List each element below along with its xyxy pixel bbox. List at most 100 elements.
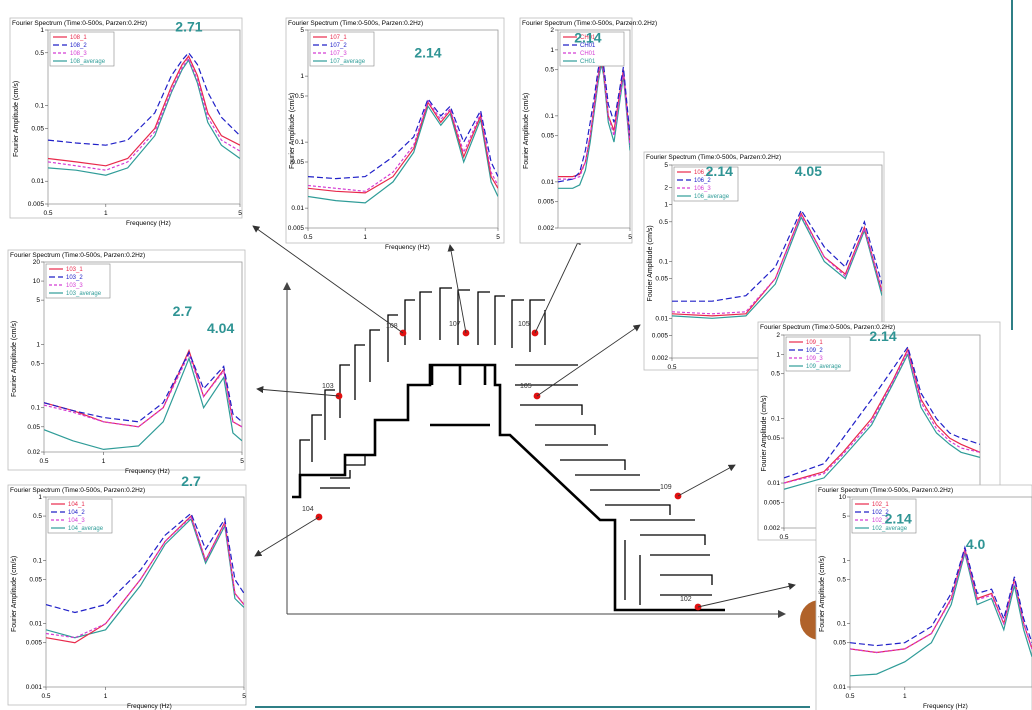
plan-wall-thin [520, 404, 583, 415]
peak-frequency-label: 4.0 [966, 536, 986, 552]
x-tick-label: 0.5 [39, 458, 48, 465]
x-tick-label: 0.5 [43, 210, 52, 217]
y-tick-label: 0.005 [288, 225, 305, 232]
chart-title: Fourier Spectrum (Time:0-500s, Parzen:0.… [522, 20, 657, 27]
y-tick-label: 0.05 [27, 424, 40, 431]
y-tick-label: 10 [839, 494, 847, 501]
spectrum-charts: Fourier Spectrum (Time:0-500s, Parzen:0.… [7, 17, 1032, 710]
plan-wall-thick [292, 363, 725, 612]
spectrum-chart-107: Fourier Spectrum (Time:0-500s, Parzen:0.… [285, 17, 505, 251]
plan-wall-thin [311, 414, 322, 462]
legend-entry: 102_average [872, 526, 908, 532]
y-tick-label: 0.1 [771, 416, 780, 423]
y-tick-label: 0.01 [291, 205, 304, 212]
legend-entry: 108_1 [70, 35, 87, 41]
y-tick-label: 0.1 [659, 259, 668, 266]
peak-frequency-label: 2.14 [574, 29, 601, 45]
legend-entry: 107_2 [330, 43, 347, 49]
sensor-label: 107 [449, 321, 461, 328]
connector-arrow [447, 244, 467, 334]
series-line-104_3 [46, 516, 244, 639]
y-tick-label: 5 [842, 513, 846, 520]
x-tick-label: 5 [238, 210, 242, 217]
plan-wall-thin [560, 459, 626, 470]
y-axis-label: Fourier Amplitude (cm/s) [11, 556, 18, 632]
peak-frequency-label: 2.71 [175, 19, 202, 35]
series-line-103_2 [44, 350, 242, 423]
legend-box [673, 166, 739, 202]
x-tick-label: 1 [104, 210, 108, 217]
series-line-108_1 [48, 55, 240, 167]
y-tick-label: 0.005 [764, 499, 781, 506]
y-tick-label: 0.01 [29, 621, 42, 628]
sensor-label: 103 [322, 383, 334, 390]
x-tick-label: 0.5 [667, 364, 676, 371]
peak-frequency-label: 2.14 [706, 163, 733, 179]
plan-x-arrowhead [778, 610, 786, 618]
legend-entry: 104_3 [68, 518, 85, 524]
y-tick-label: 0.1 [35, 103, 44, 110]
plan-wall-thin [660, 574, 713, 585]
y-axis-label: Fourier Amplitude (cm/s) [11, 321, 18, 397]
legend-box [47, 498, 113, 534]
y-tick-label: 0.05 [291, 159, 304, 166]
chart-title: Fourier Spectrum (Time:0-500s, Parzen:0.… [760, 324, 895, 331]
plan-wall-thin [535, 424, 596, 435]
y-tick-label: 0.05 [29, 576, 42, 583]
chart-title: Fourier Spectrum (Time:0-500s, Parzen:0.… [12, 20, 147, 27]
legend-entry: 104_average [68, 526, 104, 532]
legend-box [49, 31, 115, 67]
plan-wall-thin [511, 299, 524, 348]
building-plan: 108 107 105 103 105 109 104 102 [283, 282, 786, 618]
x-axis-label: Frequency (Hz) [125, 468, 170, 475]
series-line-106_2 [672, 208, 882, 302]
peak-frequency-label: 2.14 [414, 45, 441, 61]
legend-entry: 108_average [70, 59, 106, 65]
y-tick-label: 0.005 [652, 332, 669, 339]
legend-entry: 107_1 [330, 35, 347, 41]
decorations [255, 0, 1013, 708]
y-tick-label: 5 [36, 297, 40, 304]
series-line-CH01 [558, 59, 630, 178]
y-tick-label: 0.002 [652, 355, 669, 362]
y-axis-label: Fourier Amplitude (cm/s) [13, 81, 20, 157]
connector-arrows [252, 225, 796, 608]
series-line-107_average [308, 104, 498, 204]
legend-entry: CH01 [580, 59, 596, 65]
y-tick-label: 0.01 [833, 684, 846, 691]
y-tick-label: 0.1 [33, 557, 42, 564]
legend-entry: 103_2 [66, 275, 83, 281]
y-tick-label: 0.01 [541, 179, 554, 186]
spectrum-chart-103: Fourier Spectrum (Time:0-500s, Parzen:0.… [7, 249, 246, 475]
y-tick-label: 1 [664, 202, 668, 209]
legend-box [309, 31, 375, 67]
y-tick-label: 10 [33, 278, 41, 285]
plan-wall-thin [640, 534, 706, 545]
plan-wall-thin [404, 299, 415, 345]
y-tick-label: 0.01 [655, 315, 668, 322]
series-line-109_2 [784, 345, 980, 479]
plan-wall-thin [354, 344, 365, 400]
series-line-109_average [784, 352, 980, 490]
plan-y-arrowhead [283, 282, 291, 290]
peak-frequency-label: 2.14 [885, 511, 912, 527]
sensor-label: 108 [386, 323, 398, 330]
x-axis-label: Frequency (Hz) [127, 703, 172, 710]
y-tick-label: 0.001 [26, 684, 43, 691]
series-line-104_2 [46, 512, 244, 614]
x-axis-label: Frequency (Hz) [385, 244, 430, 251]
plan-wall-thin [477, 291, 490, 345]
plan-wall-thin [494, 295, 505, 345]
y-tick-label: 0.05 [833, 640, 846, 647]
connector-arrow [677, 464, 736, 497]
y-tick-label: 2 [550, 27, 554, 34]
decorative-shape [800, 600, 820, 640]
spectrum-chart-102: Fourier Spectrum (Time:0-500s, Parzen:0.… [815, 484, 1032, 710]
y-tick-label: 0.002 [538, 225, 555, 232]
y-tick-label: 1 [842, 557, 846, 564]
chart-title: Fourier Spectrum (Time:0-500s, Parzen:0.… [10, 252, 145, 259]
chart-title: Fourier Spectrum (Time:0-500s, Parzen:0.… [288, 20, 423, 27]
y-axis-label: Fourier Amplitude (cm/s) [647, 225, 654, 301]
plan-wall-thin [299, 439, 310, 480]
